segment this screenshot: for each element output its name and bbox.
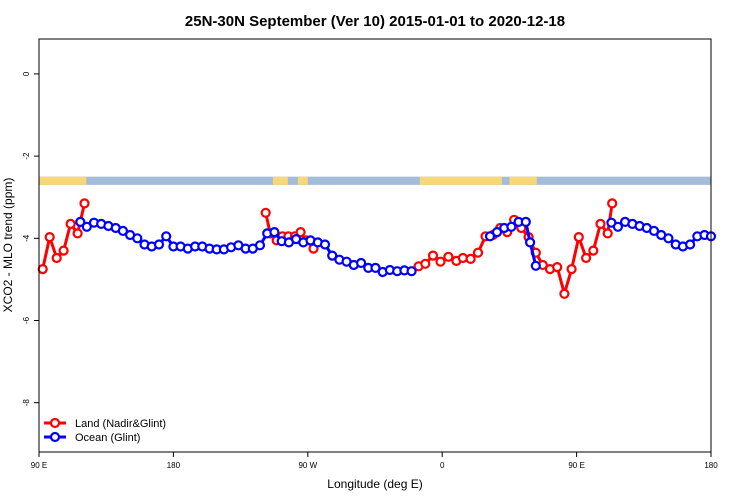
- chart-title: 25N-30N September (Ver 10) 2015-01-01 to…: [185, 13, 565, 30]
- series-1-point-0-46: [406, 266, 417, 277]
- series-1-point-1-1: [491, 227, 503, 238]
- series-1-point-0-8: [132, 233, 143, 244]
- series-1-point-1-0: [484, 231, 496, 242]
- series-0-point-2-4: [443, 251, 454, 262]
- land-band-segment-4: [509, 176, 537, 185]
- series-1-point-0-41: [370, 262, 381, 273]
- series-0-point-2-26: [602, 228, 613, 239]
- y-tick-label-3: -6: [22, 316, 31, 324]
- series-0-point-0-5: [72, 228, 83, 239]
- surface-band: [39, 176, 711, 185]
- series-1-point-0-0: [75, 216, 86, 227]
- series-0-point-2-8: [472, 247, 484, 258]
- series-0-point-2-23: [580, 252, 592, 264]
- series-1-point-2-1: [612, 221, 624, 232]
- plot-frame: [38, 38, 712, 453]
- series-0-point-0-6: [79, 198, 90, 209]
- land-band-segment-0: [39, 176, 87, 185]
- series-1-point-0-34: [319, 239, 331, 250]
- series-0-point-0-3: [58, 245, 69, 256]
- x-tick-label-4: 90 E: [568, 461, 584, 470]
- series-1: [75, 216, 717, 278]
- land-band-segment-2: [297, 176, 308, 185]
- series-1-point-2-6: [648, 225, 660, 236]
- series-1-point-0-39: [356, 257, 367, 269]
- y-tick-label-0: 0: [22, 71, 31, 76]
- series-1-point-1-3: [506, 221, 517, 232]
- series-1-point-2-11: [684, 239, 696, 250]
- x-axis-label: Longitude (deg E): [327, 477, 422, 491]
- land-band-segment-1: [272, 176, 288, 185]
- y-axis-label: XCO2 - MLO trend (ppm): [1, 178, 15, 313]
- ocean-band: [39, 176, 711, 185]
- series-1-point-1-5: [520, 216, 531, 227]
- legend-land-marker: [49, 417, 61, 429]
- y-tick-label-1: -2: [22, 152, 31, 160]
- series-0-point-0-2: [51, 252, 62, 264]
- series-0-point-2-2: [427, 250, 439, 261]
- x-axis: 90 E 180 90 W 0 90 E 180: [31, 452, 718, 470]
- y-tick-label-4: -8: [22, 399, 31, 407]
- legend-ocean-marker: [49, 431, 61, 443]
- series-0-point-2-21: [566, 264, 577, 275]
- x-tick-label-5: 180: [704, 461, 718, 470]
- y-axis: 0 -2 -4 -6 -8: [22, 71, 39, 406]
- series-0-point-0-4: [65, 218, 76, 229]
- legend-land-label: Land (Nadir&Glint): [75, 418, 166, 430]
- series-0-point-2-25: [595, 218, 606, 229]
- series-0-point-1-6: [295, 227, 306, 238]
- series-1-point-1-6: [524, 237, 536, 248]
- series-0-point-2-20: [559, 288, 570, 299]
- land-band-segment-3: [419, 176, 502, 185]
- x-tick-label-2: 90 W: [298, 461, 317, 470]
- series-0-point-0-1: [44, 232, 55, 243]
- y-tick-label-2: -4: [22, 234, 31, 242]
- series-0-point-2-19: [552, 262, 563, 273]
- series-1-point-0-27: [269, 227, 280, 238]
- legend: Land (Nadir&Glint) Ocean (Glint): [44, 417, 166, 444]
- x-tick-label-3: 0: [440, 461, 445, 470]
- series-1-point-0-6: [117, 225, 129, 236]
- series-1-point-2-8: [663, 233, 674, 244]
- series-1-point-0-12: [161, 231, 172, 242]
- x-tick-label-0: 90 E: [31, 461, 47, 470]
- series-0-point-2-27: [607, 198, 618, 209]
- series-1-point-0-25: [254, 240, 266, 251]
- series-0-point-0-0: [37, 264, 48, 275]
- series-0-point-2-22: [573, 232, 584, 243]
- series-layer: [37, 198, 717, 299]
- series-0-point-2-24: [588, 245, 599, 256]
- series-0-point-2-7: [465, 253, 476, 264]
- series-1-point-0-1: [81, 221, 92, 232]
- series-0-point-1-0: [260, 207, 271, 218]
- series-1-point-1-7: [530, 260, 541, 271]
- series-0-point-2-1: [420, 258, 431, 269]
- series-1-point-0-35: [327, 250, 338, 261]
- series-0-point-2-3: [435, 256, 446, 267]
- x-tick-label-1: 180: [167, 461, 181, 470]
- legend-ocean-label: Ocean (Glint): [75, 432, 140, 444]
- series-1-point-0-11: [153, 239, 165, 250]
